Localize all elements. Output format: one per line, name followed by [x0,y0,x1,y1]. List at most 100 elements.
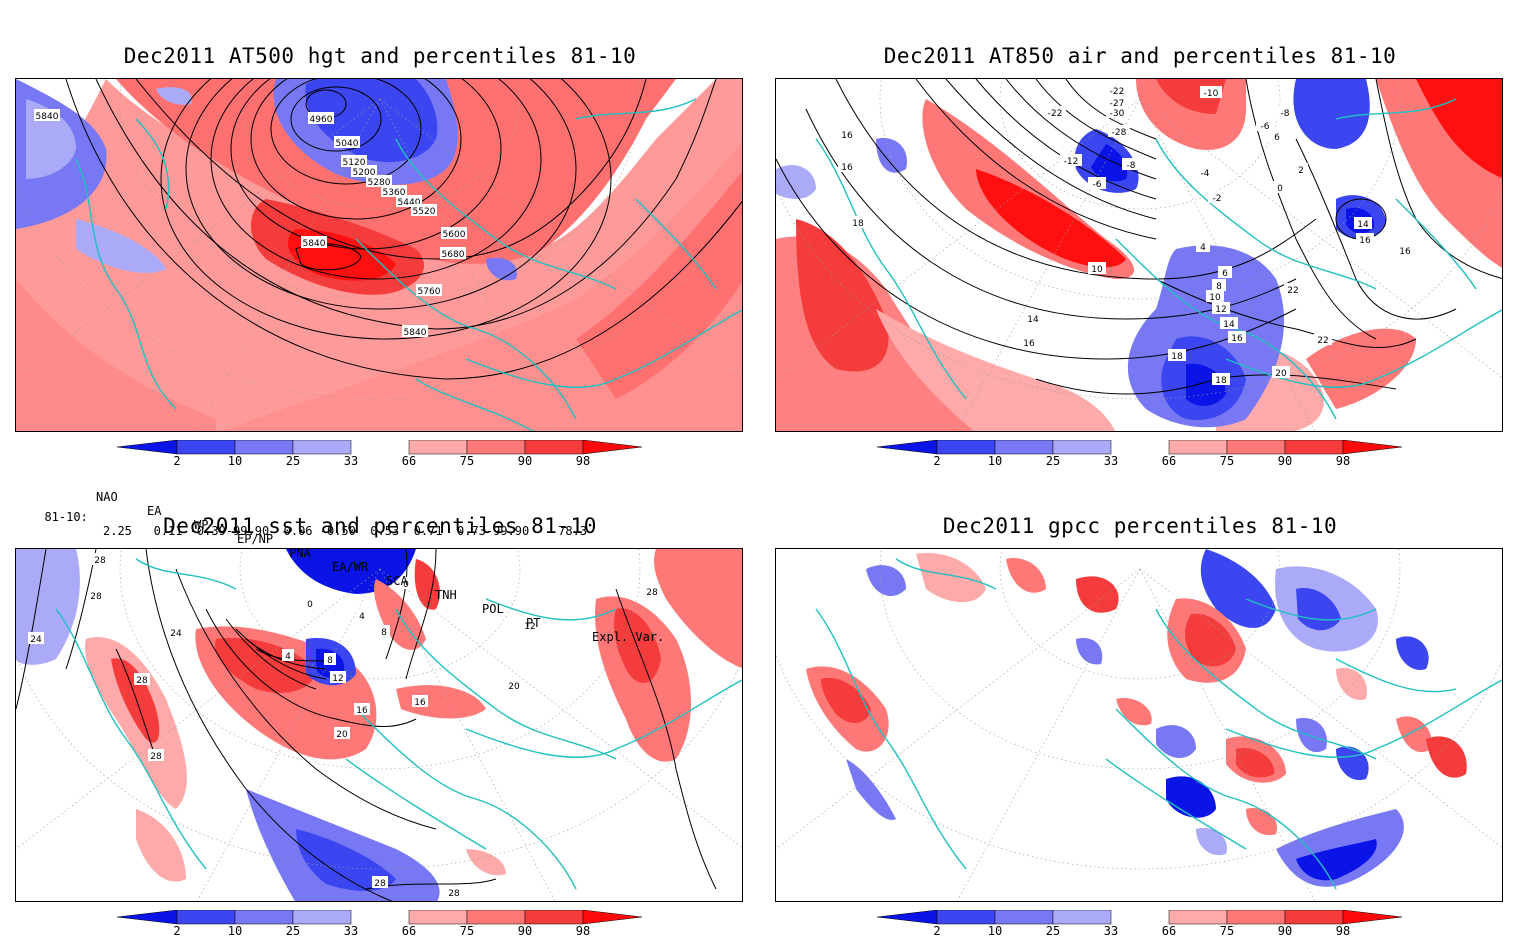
colorbar-tick-label: 66 [1161,454,1177,468]
contour-label: 18 [1171,352,1183,362]
index-ea: EA [147,504,162,518]
colorbar-tick-label: 66 [1161,924,1177,938]
contour-label: 8 [1216,282,1222,292]
contour-label: 22 [1317,336,1328,346]
colorbar-tick-label: 25 [1045,454,1061,468]
contour-label: 22 [1287,286,1298,296]
contour-label: 14 [1223,320,1235,330]
colorbar-tick-label: 10 [987,924,1003,938]
colorbar-arrow-high [582,440,643,455]
colorbar-tick-label: 66 [401,454,417,468]
contour-label: -12 [1064,157,1079,167]
contour-label: 16 [414,698,426,708]
contour-label: -2 [1213,194,1222,204]
colorbar-3: 2 10 25 33 66 75 90 98 [117,910,647,944]
contour-label: 28 [374,879,386,889]
colorbar-tick-label: 33 [1103,924,1119,938]
colorbar-swatch [292,440,352,455]
hgt-contour-labels: 5840 4960 5040 5120 5200 5280 5360 5440 … [34,109,467,338]
contour-label: -4 [1201,169,1210,179]
contour-label: 5680 [442,250,465,260]
air-contour-labels: 16 16 18 -22 -22 -27 -30 -28 -12 -8 -6 -… [838,84,1414,386]
colorbar-labels: 2 10 25 33 66 75 90 98 [877,924,1407,942]
contour-label: 24 [30,635,42,645]
colorbar-swatch [1284,440,1344,455]
index-eawr: EA/WR [332,560,369,574]
colorbar-swatches [877,910,1403,925]
colorbar-swatch [524,440,584,455]
contour-label: 16 [1359,236,1371,246]
contour-label: -6 [1261,122,1270,132]
colorbar-tick-label: 25 [285,454,301,468]
contour-label: 16 [1023,339,1035,349]
contour-label: 5360 [383,188,406,198]
colorbar-tick-label: 90 [517,924,533,938]
contour-label: 12 [524,622,535,632]
colorbar-tick-label: 33 [343,454,359,468]
colorbar-swatch [936,910,996,925]
colorbar-tick-label: 25 [1045,924,1061,938]
panel-4-title: Dec2011 gpcc percentiles 81-10 [942,514,1338,538]
index-pol: POL [482,602,504,616]
colorbar-tick-label: 98 [1335,924,1351,938]
colorbar-swatch [176,440,236,455]
colorbar-tick-label: 75 [1219,454,1235,468]
contour-label: -22 [1110,87,1125,97]
map-panel-air850: 16 16 18 -22 -22 -27 -30 -28 -12 -8 -6 -… [775,78,1503,432]
colorbar-tick-label: 98 [575,454,591,468]
contour-label: 16 [1399,247,1411,257]
index-epnp: EP/NP [237,532,274,546]
contour-label: 6 [1222,269,1228,279]
contour-label: 5600 [443,230,466,240]
map-gpcc-canvas [776,549,1502,901]
map-hgt500-canvas: 5840 4960 5040 5120 5200 5280 5360 5440 … [16,79,742,431]
contour-label: 0 [403,580,409,590]
contour-label: 4960 [310,115,333,125]
colorbar-swatches [877,440,1403,455]
contour-label: -27 [1110,99,1125,109]
contour-label: 10 [1091,265,1103,275]
panel-3-title: Dec2011 sst and percentiles 81-10 [163,514,597,538]
contour-label: 5760 [418,287,441,297]
colorbar-swatch [1226,910,1286,925]
contour-label: 14 [1027,315,1039,325]
colorbar-arrow-low [877,910,938,925]
colorbar-tick-label: 90 [1277,454,1293,468]
colorbar-tick-label: 33 [343,924,359,938]
contour-label: 28 [90,592,102,602]
colorbar-tick-label: 98 [1335,454,1351,468]
map-panel-sst: 28 28 24 24 28 28 0 0 4 4 8 8 12 16 16 2… [15,548,743,902]
panel-2-title: Dec2011 AT850 air and percentiles 81-10 [883,44,1397,68]
contour-label: -22 [1048,109,1063,119]
contour-label: 16 [841,163,853,173]
index-tnh: TNH [435,588,457,602]
colorbar-arrow-low [877,440,938,455]
colorbar-labels: 2 10 25 33 66 75 90 98 [117,454,647,472]
colorbar-swatch [234,440,294,455]
colorbar-tick-label: 33 [1103,454,1119,468]
colorbar-tick-label: 90 [517,454,533,468]
colorbar-arrow-high [1342,910,1403,925]
colorbar-swatch [1284,910,1344,925]
map-air850-canvas: 16 16 18 -22 -22 -27 -30 -28 -12 -8 -6 -… [776,79,1502,431]
contour-label: 16 [1231,334,1243,344]
colorbar-tick-label: 75 [459,454,475,468]
colorbar-tick-label: 66 [401,924,417,938]
colorbar-tick-label: 75 [459,924,475,938]
contour-label: 14 [1357,220,1369,230]
colorbar-arrow-high [582,910,643,925]
map-panel-gpcc [775,548,1503,902]
colorbar-swatch [176,910,236,925]
colorbar-1: 2 10 25 33 66 75 90 98 [117,440,647,474]
map-sst-canvas: 28 28 24 24 28 28 0 0 4 4 8 8 12 16 16 2… [16,549,742,901]
colorbar-tick-label: 2 [933,454,941,468]
contour-label: 8 [381,628,387,638]
colorbar-tick-label: 2 [173,924,181,938]
contour-label: 6 [1274,133,1280,143]
index-wp: WP [194,518,209,532]
colorbar-swatches [117,910,643,925]
index-nao: NAO [96,490,118,504]
contour-label: 5840 [36,112,59,122]
index-pna: PNA [289,546,311,560]
contour-label: -8 [1281,109,1290,119]
